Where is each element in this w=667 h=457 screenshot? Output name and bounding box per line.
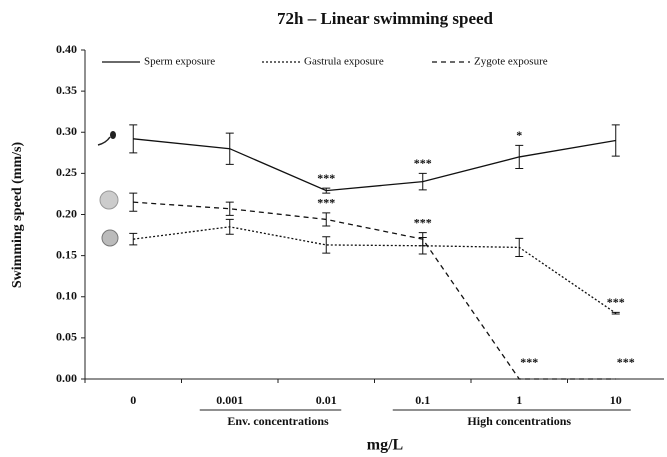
significance-label: *** (607, 295, 625, 309)
legend-label: Gastrula exposure (304, 56, 384, 68)
error-bar (129, 232, 138, 246)
error-bar (611, 311, 620, 315)
y-tick-label: 0.40 (56, 42, 77, 56)
y-tick-label: 0.00 (56, 371, 77, 385)
error-bar (611, 124, 620, 157)
error-bar (515, 237, 524, 257)
x-tick-label: 10 (610, 393, 622, 407)
error-bar (418, 172, 427, 191)
error-bar (515, 144, 524, 169)
y-tick-label: 0.10 (56, 289, 77, 303)
x-tick-label: 0.001 (216, 393, 243, 407)
series-line (133, 201, 616, 380)
y-tick-label: 0.35 (56, 83, 77, 97)
chart-title: 72h – Linear swimming speed (277, 9, 494, 28)
error-bar (322, 187, 331, 194)
sperm-icon (97, 131, 116, 146)
series-line (133, 138, 616, 192)
y-tick-label: 0.05 (56, 330, 77, 344)
y-axis-label: Swimming speed (mm/s) (10, 142, 25, 289)
error-bar (225, 201, 234, 216)
x-tick-label: 0 (130, 393, 136, 407)
x-tick-label: 0.1 (415, 393, 430, 407)
error-bar (418, 232, 427, 247)
y-tick-label: 0.20 (56, 206, 77, 220)
error-bar (225, 132, 234, 165)
error-bar (322, 236, 331, 254)
significance-label: *** (317, 196, 335, 210)
significance-label: *** (414, 156, 432, 170)
group-label: High concentrations (467, 414, 571, 428)
group-label: Env. concentrations (227, 414, 329, 428)
significance-label: *** (317, 171, 335, 185)
significance-label: *** (414, 215, 432, 229)
error-bar (129, 124, 138, 154)
legend-label: Sperm exposure (144, 56, 215, 68)
gastrula-icon (99, 190, 119, 210)
x-tick-label: 1 (516, 393, 522, 407)
error-bar (322, 212, 331, 227)
error-bar (129, 192, 138, 212)
series-line (133, 226, 617, 314)
zygote-icon (101, 229, 119, 247)
significance-label: *** (520, 355, 538, 369)
significance-label: * (516, 128, 522, 142)
significance-label: *** (617, 355, 635, 369)
y-tick-label: 0.25 (56, 165, 77, 179)
y-tick-label: 0.30 (56, 124, 77, 138)
y-tick-label: 0.15 (56, 247, 77, 261)
x-axis-label: mg/L (367, 437, 403, 454)
legend-label: Zygote exposure (474, 56, 548, 68)
x-tick-label: 0.01 (316, 393, 337, 407)
error-bar (225, 218, 234, 235)
